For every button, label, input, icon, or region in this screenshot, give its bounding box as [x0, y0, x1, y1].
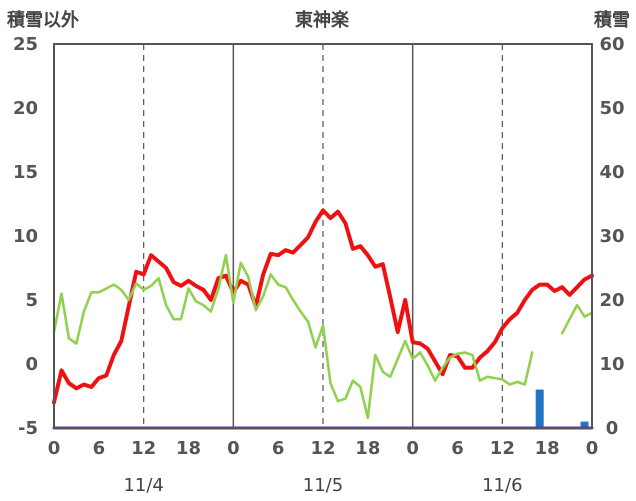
x-tick-label: 0: [227, 438, 240, 459]
date-labels: 11/4 11/5 11/6: [123, 475, 522, 496]
series-line-2: [52, 253, 534, 420]
snow-depth-bar: [535, 389, 544, 428]
x-tick-label: 6: [451, 438, 464, 459]
x-axis-ticks: 0 6 12 18 0 6 12 18 0 6 12 18 0: [48, 438, 599, 459]
x-tick-label: 6: [272, 438, 285, 459]
left-axis-ticks: 25 20 15 10 5 0 -5: [13, 34, 38, 439]
x-tick-label: 18: [355, 438, 380, 459]
date-label: 11/6: [482, 475, 522, 496]
left-axis-label: 積雪以外: [6, 9, 79, 31]
left-tick-label: 15: [13, 162, 38, 183]
date-label: 11/5: [303, 475, 343, 496]
right-tick-label: 10: [599, 354, 624, 375]
snow-depth-bar: [580, 421, 589, 428]
x-tick-label: 12: [131, 438, 156, 459]
x-tick-label: 0: [406, 438, 419, 459]
right-tick-label: 0: [606, 418, 619, 439]
right-tick-label: 40: [599, 162, 624, 183]
series-line-2: [560, 303, 594, 335]
series-line-1: [52, 208, 594, 405]
x-tick-label: 6: [93, 438, 106, 459]
x-tick-label: 18: [176, 438, 201, 459]
right-axis-ticks: 60 50 40 30 20 10 0: [599, 34, 624, 439]
left-tick-label: 25: [13, 34, 38, 55]
grid-lines: [143, 44, 503, 428]
right-tick-label: 20: [599, 290, 624, 311]
x-tick-label: 12: [490, 438, 515, 459]
left-tick-label: 10: [13, 226, 38, 247]
x-tick-label: 0: [48, 438, 61, 459]
left-tick-label: 0: [25, 354, 38, 375]
right-tick-label: 30: [599, 226, 624, 247]
x-tick-label: 12: [310, 438, 335, 459]
x-tick-label: 0: [586, 438, 599, 459]
right-tick-label: 60: [599, 34, 624, 55]
chart-title: 東神楽: [295, 9, 350, 31]
date-label: 11/4: [123, 475, 163, 496]
right-tick-label: 50: [599, 98, 624, 119]
left-tick-label: 20: [13, 98, 38, 119]
right-axis-label: 積雪: [593, 9, 630, 31]
left-tick-label: 5: [25, 290, 38, 311]
left-tick-label: -5: [18, 418, 38, 439]
x-tick-label: 18: [535, 438, 560, 459]
plot-frame: [53, 43, 593, 429]
